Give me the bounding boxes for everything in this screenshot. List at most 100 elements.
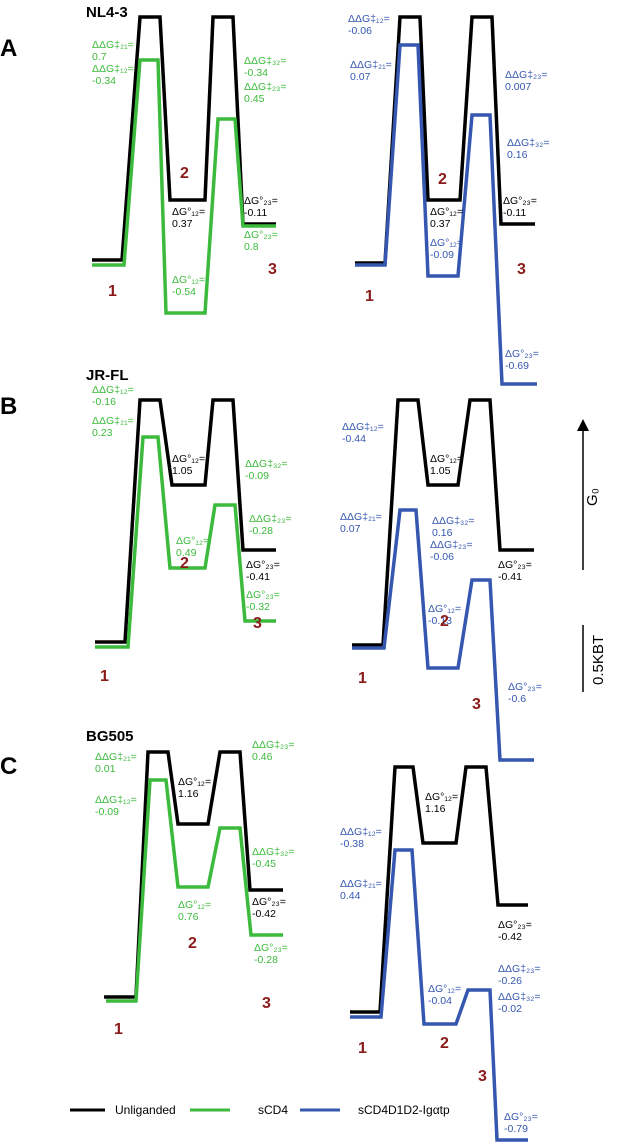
energy-annotation: ΔG°₁₂= [172, 274, 205, 286]
energy-annotation: 0.46 [252, 751, 273, 763]
panel-letter: C [0, 753, 17, 780]
energy-annotation: ΔG°₂₃= [246, 559, 280, 571]
energy-annotation: 0.37 [430, 218, 451, 230]
energy-annotation: 1.16 [425, 803, 446, 815]
energy-annotation: -0.41 [498, 571, 522, 583]
legend-label: Unliganded [115, 1103, 176, 1117]
energy-annotation: ΔG°₂₃= [244, 195, 278, 207]
energy-annotation: 0.44 [340, 890, 361, 902]
energy-annotation: ΔΔG‡₃₂= [432, 515, 475, 527]
panel-letter: A [0, 35, 17, 62]
state-label: 1 [358, 670, 367, 687]
energy-annotation: ΔΔG‡₂₁= [350, 59, 392, 71]
panel-title: NL4-3 [86, 4, 128, 21]
state-label: 1 [108, 283, 117, 300]
state-label: 3 [478, 1068, 487, 1085]
panel-letter: B [0, 393, 17, 420]
energy-annotation: -0.34 [244, 67, 268, 79]
state-label: 3 [472, 696, 481, 713]
energy-annotation: 0.76 [178, 911, 199, 923]
energy-profile [355, 43, 537, 386]
energy-annotation: -0.42 [252, 908, 276, 920]
energy-annotation: -0.11 [503, 207, 526, 219]
energy-annotation: -0.09 [245, 470, 269, 482]
energy-annotation: 0.8 [244, 241, 259, 253]
legend-label: sCD4D1D2-Igαtp [358, 1103, 450, 1117]
energy-annotation: -0.34 [92, 75, 116, 87]
energy-annotation: 0.01 [95, 763, 116, 775]
energy-annotation: ΔG°₂₃= [504, 1111, 538, 1123]
energy-annotation: -0.69 [505, 360, 529, 372]
energy-annotation: ΔΔG‡₂₃= [505, 69, 548, 81]
energy-annotation: ΔG°₂₃= [505, 348, 539, 360]
energy-profile [92, 15, 276, 262]
energy-annotation: ΔG°₂₃= [244, 229, 278, 241]
energy-annotation: ΔG°₁₂= [172, 206, 205, 218]
energy-profile [106, 778, 283, 1003]
state-label: 1 [365, 288, 374, 305]
scale-label: 0.5KBT [590, 635, 607, 685]
energy-annotation: -0.26 [498, 975, 522, 987]
state-label: 1 [114, 1021, 123, 1038]
energy-profile [95, 435, 276, 649]
energy-annotation: 0.49 [176, 547, 197, 559]
energy-annotation: 0.23 [92, 427, 113, 439]
state-label: 3 [517, 261, 526, 278]
energy-annotation: ΔG°₂₃= [498, 559, 532, 571]
energy-profile [350, 848, 528, 1142]
state-label: 2 [180, 165, 189, 182]
state-label: 2 [180, 555, 189, 572]
energy-annotation: -0.13 [428, 615, 452, 627]
energy-annotation: ΔΔG‡₁₂= [92, 384, 134, 396]
energy-annotation: -0.28 [254, 954, 278, 966]
energy-annotation: ΔΔG‡₂₃= [249, 513, 292, 525]
state-label: 1 [358, 1040, 367, 1057]
energy-annotation: -0.09 [430, 249, 454, 261]
energy-annotation: 0.16 [432, 527, 453, 539]
energy-annotation: ΔΔG‡₁₂= [92, 63, 134, 75]
energy-annotation: 0.7 [92, 51, 107, 63]
energy-annotation: ΔΔG‡₂₃= [430, 539, 473, 551]
state-label: 1 [100, 668, 109, 685]
energy-annotation: ΔΔG‡₂₁= [92, 39, 134, 51]
energy-annotation: -0.09 [95, 806, 119, 818]
energy-annotation: ΔΔG‡₂₃= [244, 81, 287, 93]
energy-annotation: ΔΔG‡₃₂= [244, 55, 287, 67]
energy-annotation: 0.07 [340, 523, 361, 535]
state-label: 2 [188, 935, 197, 952]
energy-annotation: ΔG°₁₂= [430, 237, 463, 249]
state-label: 2 [438, 171, 447, 188]
energy-annotation: ΔΔG‡₂₁= [92, 415, 134, 427]
energy-annotation: ΔG°₁₂= [172, 453, 205, 465]
panel-title: BG505 [86, 728, 134, 745]
energy-annotation: ΔΔG‡₂₁= [340, 511, 382, 523]
energy-annotation: ΔG°₂₃= [508, 681, 542, 693]
energy-annotation: -0.32 [246, 601, 270, 613]
energy-annotation: ΔΔG‡₁₂= [342, 421, 384, 433]
energy-annotation: ΔG°₁₂= [428, 983, 461, 995]
energy-annotation: ΔG°₂₃= [246, 589, 280, 601]
energy-annotation: ΔΔG‡₁₂= [348, 13, 390, 25]
energy-annotation: -0.28 [249, 525, 273, 537]
axis-label: G₀ [584, 488, 601, 506]
energy-annotation: -0.41 [246, 571, 270, 583]
energy-annotation: -0.38 [340, 838, 364, 850]
state-label: 2 [440, 1035, 449, 1052]
energy-annotation: ΔΔG‡₁₂= [95, 794, 137, 806]
energy-annotation: ΔG°₂₃= [254, 942, 288, 954]
energy-annotation: -0.44 [342, 433, 366, 445]
energy-annotation: 1.05 [430, 465, 451, 477]
state-label: 3 [253, 615, 262, 632]
energy-annotation: ΔΔG‡₃₂= [252, 846, 295, 858]
energy-profile [352, 508, 534, 762]
energy-annotation: ΔΔG‡₂₃= [252, 739, 295, 751]
energy-annotation: -0.16 [92, 396, 116, 408]
energy-annotation: -0.79 [504, 1123, 528, 1135]
energy-annotation: ΔG°₁₂= [425, 791, 458, 803]
energy-annotation: -0.54 [172, 286, 196, 298]
energy-annotation: -0.6 [508, 693, 526, 705]
energy-annotation: ΔΔG‡₁₂= [340, 826, 382, 838]
energy-annotation: ΔΔG‡₂₁= [340, 878, 382, 890]
energy-annotation: 0.37 [172, 218, 193, 230]
